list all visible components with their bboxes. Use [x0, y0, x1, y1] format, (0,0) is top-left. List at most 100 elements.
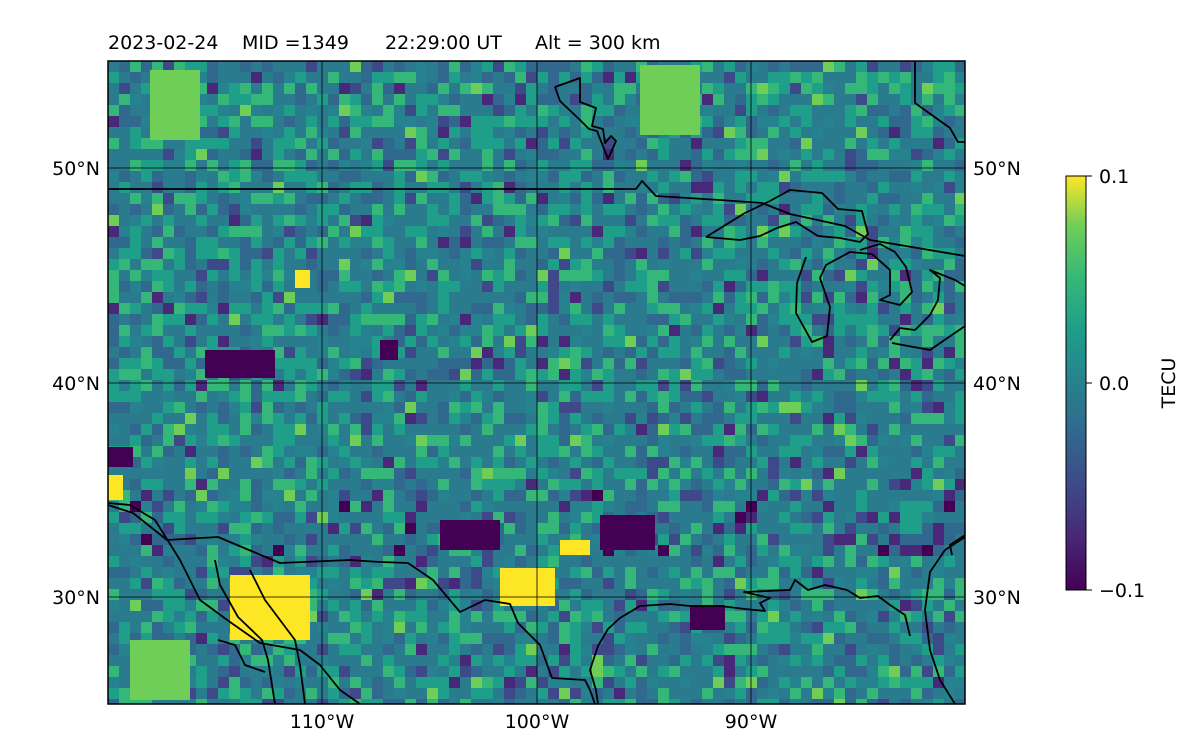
tec-cell: [229, 83, 240, 94]
tec-cell: [581, 567, 592, 578]
tec-cell: [559, 61, 570, 72]
tec-cell: [207, 501, 218, 512]
tec-cell: [372, 72, 383, 83]
tec-patch: [690, 605, 725, 630]
tec-cell: [317, 666, 328, 677]
tec-cell: [372, 237, 383, 248]
tec-cell: [504, 556, 515, 567]
tec-patch: [640, 65, 700, 135]
tec-cell: [339, 358, 350, 369]
tec-cell: [845, 699, 856, 704]
tec-cell: [471, 127, 482, 138]
tec-cell: [955, 677, 965, 688]
tec-cell: [372, 589, 383, 600]
tec-cell: [658, 413, 669, 424]
tec-cell: [273, 358, 284, 369]
tec-cell: [119, 644, 130, 655]
tec-cell: [185, 424, 196, 435]
tec-cell: [570, 171, 581, 182]
tec-cell: [119, 512, 130, 523]
tec-cell: [328, 545, 339, 556]
tec-cell: [680, 160, 691, 171]
tec-cell: [735, 127, 746, 138]
tec-cell: [823, 545, 834, 556]
tec-cell: [515, 215, 526, 226]
tec-cell: [702, 545, 713, 556]
tec-cell: [339, 611, 350, 622]
tec-cell: [691, 435, 702, 446]
tec-cell: [185, 281, 196, 292]
tec-cell: [955, 523, 965, 534]
tec-cell: [922, 545, 933, 556]
tec-cell: [944, 677, 955, 688]
tec-cell: [251, 248, 262, 259]
tec-cell: [416, 61, 427, 72]
tec-cell: [515, 160, 526, 171]
tec-cell: [922, 116, 933, 127]
tec-cell: [196, 402, 207, 413]
tec-cell: [405, 314, 416, 325]
tec-cell: [823, 622, 834, 633]
tec-cell: [559, 358, 570, 369]
tec-cell: [658, 435, 669, 446]
tec-cell: [933, 314, 944, 325]
tec-cell: [911, 61, 922, 72]
tec-cell: [537, 215, 548, 226]
tec-cell: [768, 424, 779, 435]
tec-cell: [383, 281, 394, 292]
tec-cell: [262, 457, 273, 468]
tec-cell: [559, 490, 570, 501]
tec-cell: [405, 325, 416, 336]
tec-cell: [559, 127, 570, 138]
tec-cell: [394, 523, 405, 534]
tec-cell: [339, 270, 350, 281]
tec-cell: [152, 138, 163, 149]
tec-cell: [196, 72, 207, 83]
tec-cell: [284, 655, 295, 666]
tec-cell: [185, 633, 196, 644]
tec-cell: [372, 699, 383, 704]
tec-cell: [482, 248, 493, 259]
tec-cell: [812, 424, 823, 435]
tec-cell: [108, 380, 119, 391]
tec-cell: [889, 391, 900, 402]
tec-cell: [746, 314, 757, 325]
tec-cell: [911, 237, 922, 248]
tec-cell: [889, 622, 900, 633]
tec-cell: [460, 567, 471, 578]
tec-cell: [955, 666, 965, 677]
tec-cell: [845, 270, 856, 281]
tec-cell: [559, 204, 570, 215]
tec-cell: [317, 204, 328, 215]
tec-cell: [229, 501, 240, 512]
tec-cell: [867, 259, 878, 270]
tec-cell: [702, 94, 713, 105]
tec-cell: [108, 369, 119, 380]
tec-cell: [317, 358, 328, 369]
tec-cell: [922, 193, 933, 204]
tec-cell: [328, 578, 339, 589]
tec-cell: [548, 688, 559, 699]
tec-cell: [570, 479, 581, 490]
tec-cell: [537, 677, 548, 688]
tec-cell: [603, 237, 614, 248]
tec-patch: [380, 340, 398, 360]
tec-cell: [361, 369, 372, 380]
tec-cell: [471, 677, 482, 688]
tec-cell: [735, 325, 746, 336]
tec-cell: [482, 61, 493, 72]
tec-cell: [471, 688, 482, 699]
tec-cell: [889, 655, 900, 666]
tec-cell: [152, 237, 163, 248]
tec-cell: [801, 545, 812, 556]
tec-cell: [625, 644, 636, 655]
tec-cell: [680, 413, 691, 424]
tec-cell: [306, 512, 317, 523]
tec-cell: [647, 149, 658, 160]
tec-cell: [724, 314, 735, 325]
tec-cell: [735, 303, 746, 314]
tec-cell: [152, 259, 163, 270]
tec-cell: [196, 83, 207, 94]
tec-cell: [130, 248, 141, 259]
tec-cell: [493, 446, 504, 457]
